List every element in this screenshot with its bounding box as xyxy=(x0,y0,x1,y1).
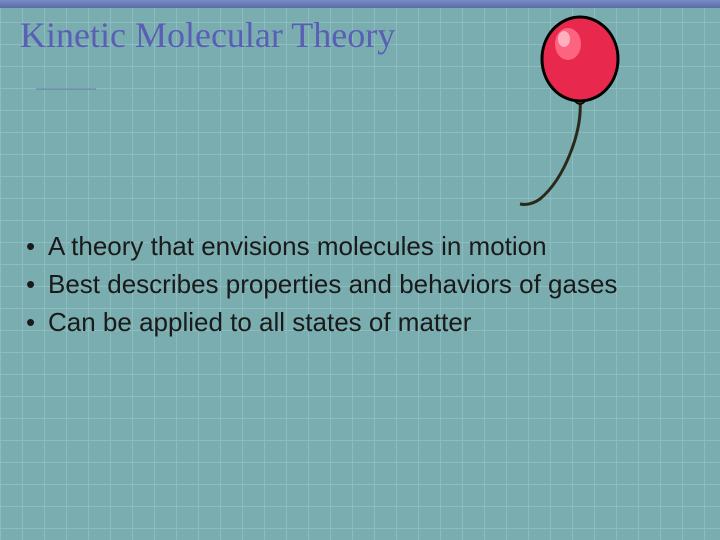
bullet-list: A theory that envisions molecules in mot… xyxy=(20,230,680,343)
balloon-body xyxy=(542,17,618,101)
slide-title: Kinetic Molecular Theory xyxy=(20,14,395,56)
top-accent-bar xyxy=(0,0,720,8)
bullet-item: Best describes properties and behaviors … xyxy=(20,268,680,302)
bullet-item: Can be applied to all states of matter xyxy=(20,306,680,340)
balloon-string xyxy=(520,99,580,204)
bullet-item: A theory that envisions molecules in mot… xyxy=(20,230,680,264)
balloon-icon xyxy=(510,14,650,214)
slide-container: Kinetic Molecular Theory A theory that e… xyxy=(0,0,720,540)
title-underline xyxy=(36,88,96,90)
balloon-highlight-bright xyxy=(558,31,570,47)
